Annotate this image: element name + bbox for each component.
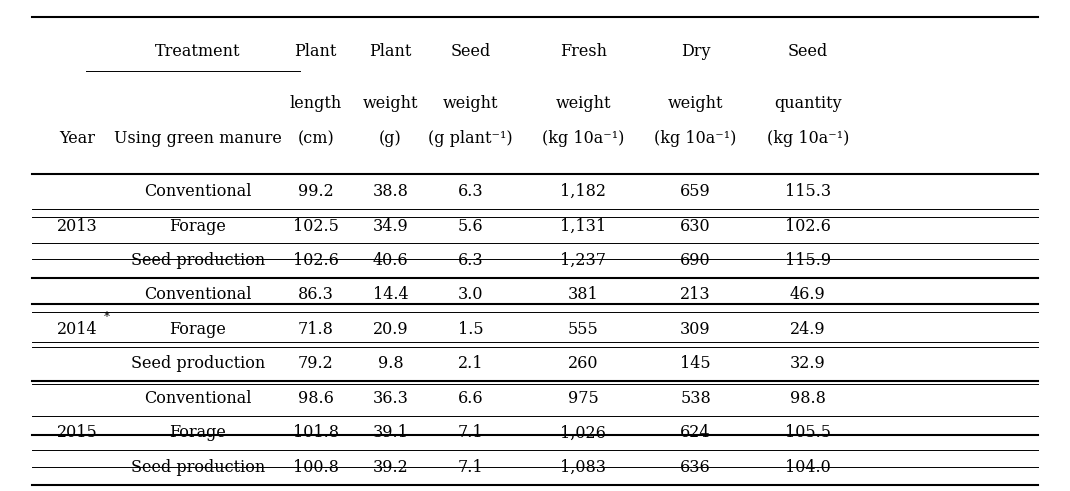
Text: 2014: 2014 xyxy=(57,321,97,338)
Text: Using green manure: Using green manure xyxy=(114,130,281,147)
Text: Seed production: Seed production xyxy=(131,252,265,269)
Text: 34.9: 34.9 xyxy=(372,218,409,235)
Text: 24.9: 24.9 xyxy=(790,321,826,338)
Text: (kg 10a⁻¹): (kg 10a⁻¹) xyxy=(542,130,624,147)
Text: weight: weight xyxy=(668,95,723,111)
Text: 100.8: 100.8 xyxy=(293,459,338,476)
Text: 102.6: 102.6 xyxy=(785,218,830,235)
Text: 1,131: 1,131 xyxy=(560,218,607,235)
Text: (cm): (cm) xyxy=(297,130,334,147)
Text: weight: weight xyxy=(363,95,418,111)
Text: (g): (g) xyxy=(379,130,402,147)
Text: 659: 659 xyxy=(681,183,710,200)
Text: 98.8: 98.8 xyxy=(790,390,826,407)
Text: 71.8: 71.8 xyxy=(297,321,334,338)
Text: 99.2: 99.2 xyxy=(297,183,334,200)
Text: quantity: quantity xyxy=(774,95,842,111)
Text: 102.5: 102.5 xyxy=(293,218,338,235)
Text: 145: 145 xyxy=(681,355,710,373)
Text: 6.3: 6.3 xyxy=(458,252,484,269)
Text: 32.9: 32.9 xyxy=(790,355,826,373)
Text: 38.8: 38.8 xyxy=(372,183,409,200)
Text: weight: weight xyxy=(443,95,499,111)
Text: 79.2: 79.2 xyxy=(297,355,334,373)
Text: 6.6: 6.6 xyxy=(458,390,484,407)
Text: 309: 309 xyxy=(681,321,710,338)
Text: 213: 213 xyxy=(681,286,710,303)
Text: 39.1: 39.1 xyxy=(372,424,409,441)
Text: 115.9: 115.9 xyxy=(784,252,831,269)
Text: Seed production: Seed production xyxy=(131,459,265,476)
Text: 20.9: 20.9 xyxy=(372,321,409,338)
Text: 555: 555 xyxy=(568,321,598,338)
Text: Fresh: Fresh xyxy=(560,43,607,60)
Text: Conventional: Conventional xyxy=(144,390,251,407)
Text: Plant: Plant xyxy=(369,43,412,60)
Text: (g plant⁻¹): (g plant⁻¹) xyxy=(428,130,514,147)
Text: 105.5: 105.5 xyxy=(785,424,830,441)
Text: 624: 624 xyxy=(681,424,710,441)
Text: 3.0: 3.0 xyxy=(458,286,484,303)
Text: 1,026: 1,026 xyxy=(561,424,606,441)
Text: Seed: Seed xyxy=(450,43,491,60)
Text: 1.5: 1.5 xyxy=(458,321,484,338)
Text: 636: 636 xyxy=(681,459,710,476)
Text: 86.3: 86.3 xyxy=(297,286,334,303)
Text: 7.1: 7.1 xyxy=(458,459,484,476)
Text: 260: 260 xyxy=(568,355,598,373)
Text: *: * xyxy=(104,311,110,324)
Text: 115.3: 115.3 xyxy=(784,183,831,200)
Text: 7.1: 7.1 xyxy=(458,424,484,441)
Text: (kg 10a⁻¹): (kg 10a⁻¹) xyxy=(655,130,736,147)
Text: 6.3: 6.3 xyxy=(458,183,484,200)
Text: Year: Year xyxy=(59,130,95,147)
Text: (kg 10a⁻¹): (kg 10a⁻¹) xyxy=(767,130,849,147)
Text: 381: 381 xyxy=(568,286,598,303)
Text: Conventional: Conventional xyxy=(144,286,251,303)
Text: length: length xyxy=(290,95,341,111)
Text: 98.6: 98.6 xyxy=(297,390,334,407)
Text: Forage: Forage xyxy=(169,218,227,235)
Text: weight: weight xyxy=(555,95,611,111)
Text: 9.8: 9.8 xyxy=(378,355,403,373)
Text: 40.6: 40.6 xyxy=(372,252,409,269)
Text: Conventional: Conventional xyxy=(144,183,251,200)
Text: 630: 630 xyxy=(681,218,710,235)
Text: 975: 975 xyxy=(568,390,598,407)
Text: 2.1: 2.1 xyxy=(458,355,484,373)
Text: Seed production: Seed production xyxy=(131,355,265,373)
Text: 14.4: 14.4 xyxy=(372,286,409,303)
Text: 5.6: 5.6 xyxy=(458,218,484,235)
Text: 538: 538 xyxy=(681,390,710,407)
Text: 2013: 2013 xyxy=(57,218,97,235)
Text: Dry: Dry xyxy=(681,43,710,60)
Text: 39.2: 39.2 xyxy=(372,459,409,476)
Text: Seed: Seed xyxy=(788,43,828,60)
Text: 1,083: 1,083 xyxy=(561,459,606,476)
Text: Treatment: Treatment xyxy=(155,43,241,60)
Text: Forage: Forage xyxy=(169,321,227,338)
Text: 690: 690 xyxy=(681,252,710,269)
Text: 102.6: 102.6 xyxy=(293,252,338,269)
Text: 1,237: 1,237 xyxy=(561,252,606,269)
Text: 36.3: 36.3 xyxy=(372,390,409,407)
Text: 101.8: 101.8 xyxy=(293,424,338,441)
Text: 104.0: 104.0 xyxy=(785,459,830,476)
Text: Forage: Forage xyxy=(169,424,227,441)
Text: 2015: 2015 xyxy=(57,424,97,441)
Text: Plant: Plant xyxy=(294,43,337,60)
Text: 46.9: 46.9 xyxy=(790,286,826,303)
Text: 1,182: 1,182 xyxy=(561,183,606,200)
